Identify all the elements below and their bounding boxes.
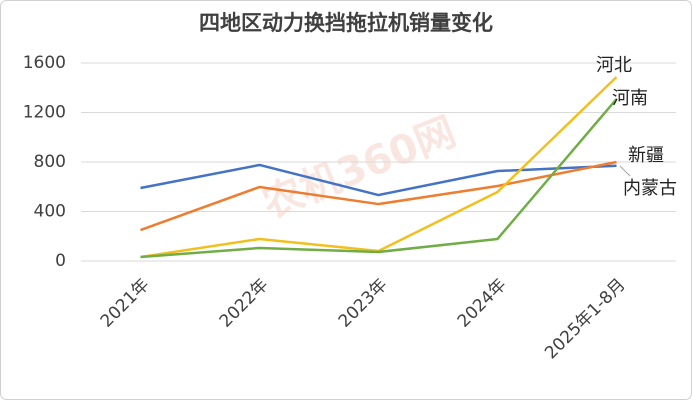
series-label: 河南 — [612, 88, 648, 109]
y-tick-label: 1600 — [23, 53, 66, 73]
series-label: 河北 — [596, 55, 632, 76]
series-line — [140, 160, 617, 232]
series-line — [140, 163, 617, 197]
series-label: 新疆 — [628, 145, 664, 166]
series-label: 内蒙古 — [623, 178, 677, 199]
y-tick-label: 0 — [55, 251, 66, 271]
chart-title: 四地区动力换挡拖拉机销量变化 — [199, 11, 493, 35]
y-tick-label: 400 — [34, 202, 66, 222]
series-line — [140, 98, 618, 259]
leader-line — [619, 165, 631, 177]
y-tick-label: 1200 — [23, 103, 66, 123]
y-tick-label: 800 — [34, 152, 66, 172]
